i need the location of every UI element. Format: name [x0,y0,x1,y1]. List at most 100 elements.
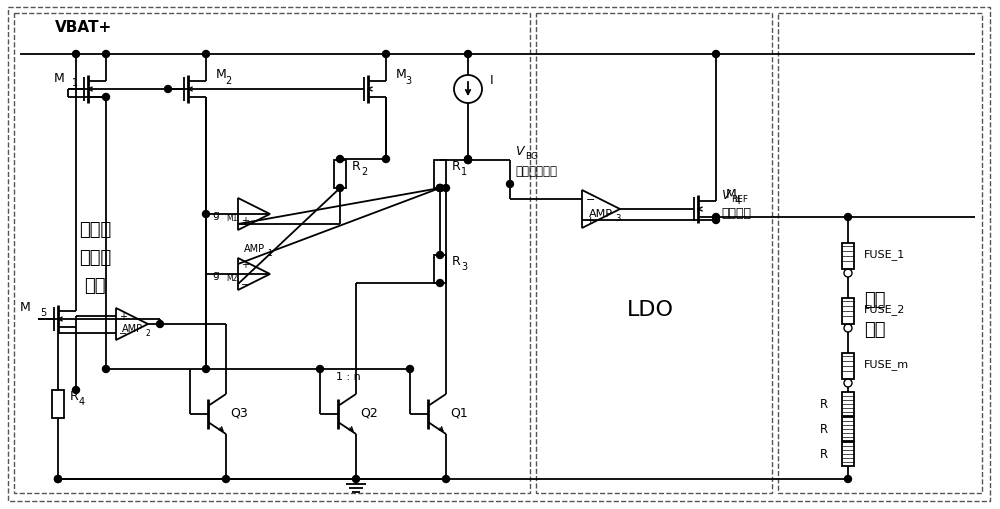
Text: R: R [452,160,461,173]
Circle shape [442,185,450,192]
Text: M2: M2 [226,274,237,283]
Text: −: − [241,279,249,290]
Text: +: + [241,216,249,225]
Text: FUSE_1: FUSE_1 [864,249,905,260]
Bar [334,161,346,189]
Circle shape [353,475,360,483]
Text: M: M [216,68,227,81]
Text: 1: 1 [461,166,467,177]
Circle shape [436,185,444,192]
Text: I: I [490,73,494,87]
Text: AMP: AMP [243,243,265,253]
Text: V: V [721,189,730,202]
Text: R: R [820,398,828,411]
Text: FUSE_m: FUSE_m [864,359,909,370]
Text: M: M [19,301,30,314]
Text: M: M [726,188,737,201]
Bar [778,14,982,493]
Text: REF: REF [731,195,748,204]
Text: 2: 2 [225,76,231,86]
Text: Q3: Q3 [230,406,248,419]
Circle shape [464,157,472,164]
Circle shape [337,156,344,163]
Text: M1: M1 [226,214,237,223]
Text: AMP: AMP [589,209,613,218]
Text: BG: BG [525,152,538,161]
Bar [842,442,854,466]
Circle shape [436,185,444,192]
Circle shape [464,157,472,164]
Circle shape [844,214,851,221]
Text: 单元: 单元 [84,276,106,294]
Text: 高阶带: 高阶带 [79,220,111,239]
Text: 3: 3 [405,76,411,86]
Bar [842,298,854,324]
Text: 2: 2 [145,329,150,338]
Text: LDO: LDO [626,299,674,319]
Circle shape [73,51,80,59]
Bar [14,14,530,493]
Circle shape [442,475,450,483]
Bar [434,161,446,189]
Text: R: R [452,255,461,268]
Circle shape [436,185,444,192]
Circle shape [406,366,414,373]
Text: g: g [213,269,219,279]
Text: +: + [119,312,127,321]
Text: +: + [586,216,595,225]
Circle shape [203,51,210,59]
Text: VBAT+: VBAT+ [55,20,112,36]
Circle shape [203,366,210,373]
Circle shape [55,475,62,483]
Circle shape [55,475,62,483]
Text: −: − [241,219,249,230]
Text: M: M [396,68,407,81]
Bar [536,14,772,493]
Circle shape [103,51,110,59]
Circle shape [436,252,444,259]
Text: 隙基准: 隙基准 [79,248,111,267]
Circle shape [712,214,720,221]
Text: AMP: AMP [121,323,143,333]
Bar [842,353,854,379]
Text: 1 : n: 1 : n [336,371,360,381]
Bar [842,417,854,441]
Circle shape [103,366,110,373]
Text: FUSE_2: FUSE_2 [864,304,905,315]
Text: 带隙基准电压: 带隙基准电压 [515,165,557,178]
Text: 4: 4 [735,195,741,206]
Text: −: − [586,194,595,205]
Text: R: R [70,390,79,403]
Circle shape [165,87,172,93]
Text: 激光: 激光 [864,291,886,308]
Text: g: g [213,210,219,219]
Text: 3: 3 [461,262,467,271]
Text: 5: 5 [40,307,46,318]
Circle shape [436,280,444,287]
Text: 1: 1 [72,78,78,88]
Circle shape [464,51,472,59]
Bar [842,243,854,269]
Text: 2: 2 [361,166,367,177]
Text: 基准电压: 基准电压 [721,207,751,220]
Circle shape [712,217,720,224]
Circle shape [73,387,80,394]
Circle shape [712,51,720,59]
Text: V: V [515,145,524,158]
Text: +: + [241,260,249,269]
Text: Q1: Q1 [450,406,468,419]
Circle shape [382,156,390,163]
Circle shape [382,51,390,59]
Text: 修调: 修调 [864,320,886,338]
Circle shape [157,321,164,328]
Circle shape [103,94,110,101]
Circle shape [844,475,851,483]
Circle shape [337,185,344,192]
Circle shape [507,181,514,188]
Bar [52,390,64,418]
Circle shape [203,211,210,218]
Bar [842,392,854,416]
Circle shape [223,475,230,483]
Text: M: M [53,71,64,84]
Text: −: − [119,328,127,338]
